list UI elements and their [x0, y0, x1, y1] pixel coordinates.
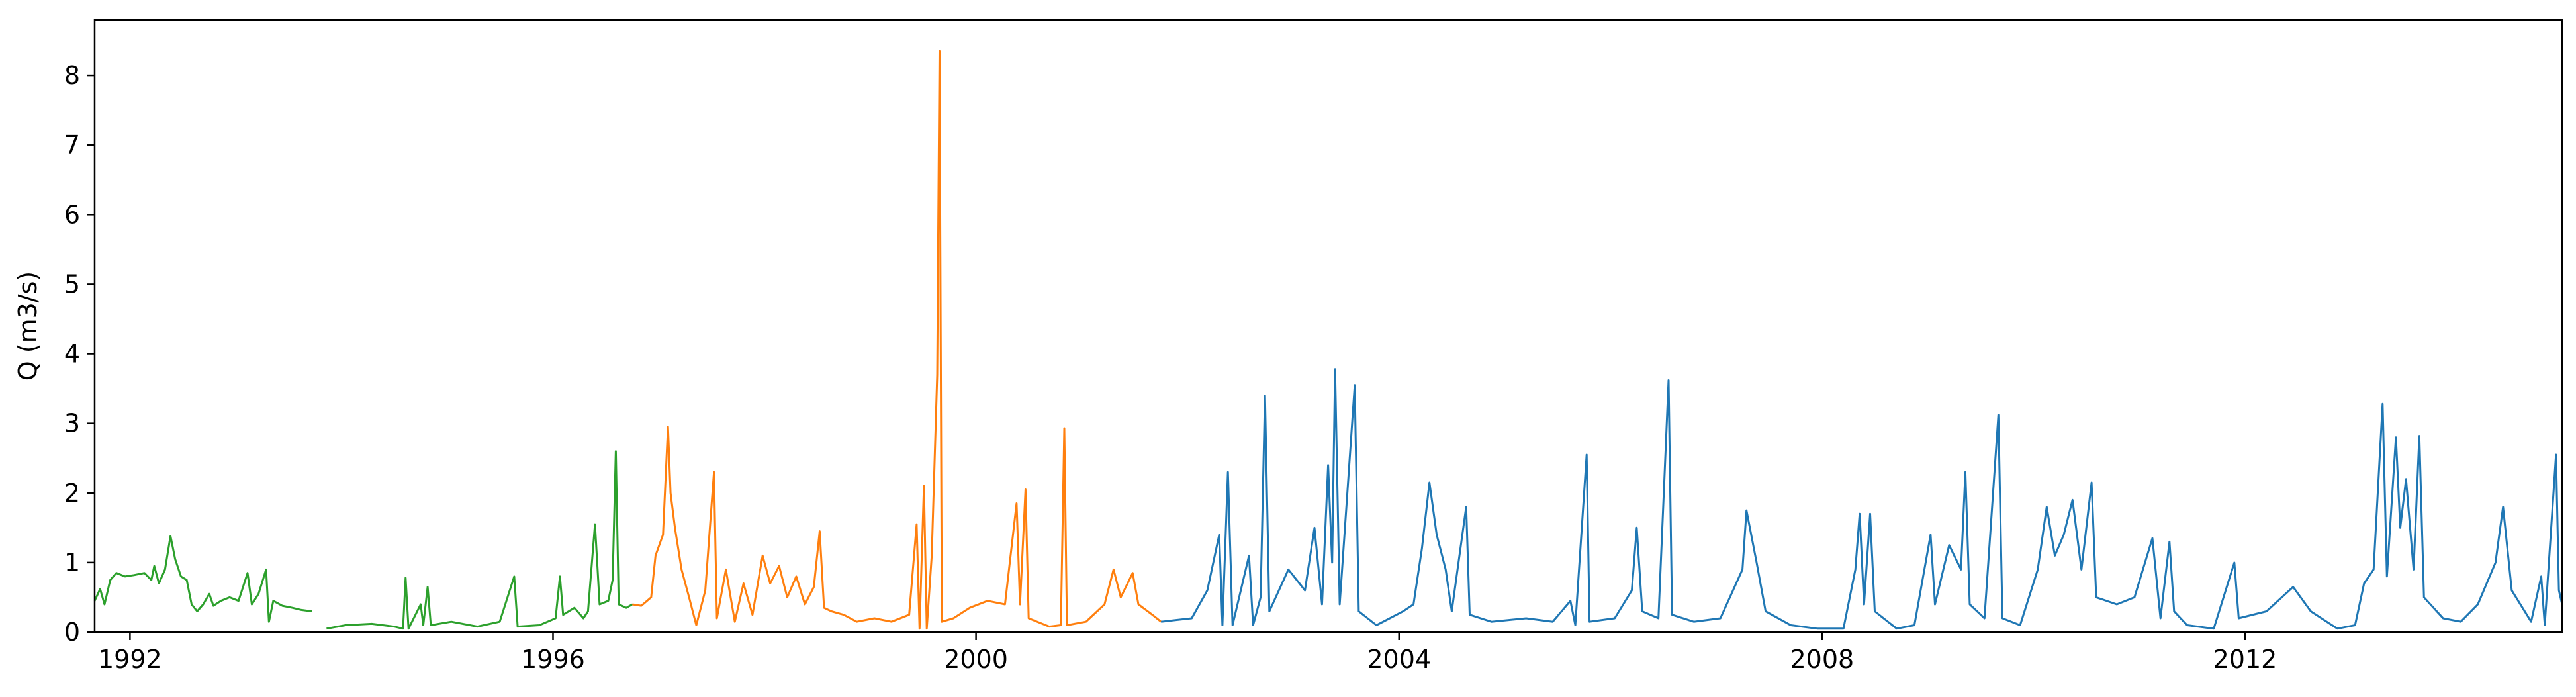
x-tick-label: 2004: [1367, 645, 1431, 674]
series-line-2: [632, 50, 1162, 630]
series-line-1: [93, 450, 633, 630]
y-tick-label: 8: [64, 61, 80, 90]
y-tick-label: 5: [64, 269, 80, 299]
series-layer: [93, 50, 2563, 630]
x-tick-label: 2012: [2213, 645, 2277, 674]
x-tick-label: 1996: [521, 645, 585, 674]
y-tick-label: 0: [64, 618, 80, 647]
x-tick-label: 1992: [98, 645, 162, 674]
y-tick-label: 2: [64, 479, 80, 508]
y-tick-label: 3: [64, 409, 80, 438]
y-tick-label: 6: [64, 200, 80, 229]
y-tick-label: 7: [64, 130, 80, 160]
x-tick-label: 2008: [1790, 645, 1855, 674]
x-tick-label: 2000: [944, 645, 1008, 674]
series-line-3: [1161, 368, 2563, 630]
y-tick-label: 1: [64, 548, 80, 577]
plot-frame: [93, 19, 2563, 633]
y-tick-label: 4: [64, 340, 80, 369]
y-axis-label: Q (m3/s): [13, 271, 42, 381]
